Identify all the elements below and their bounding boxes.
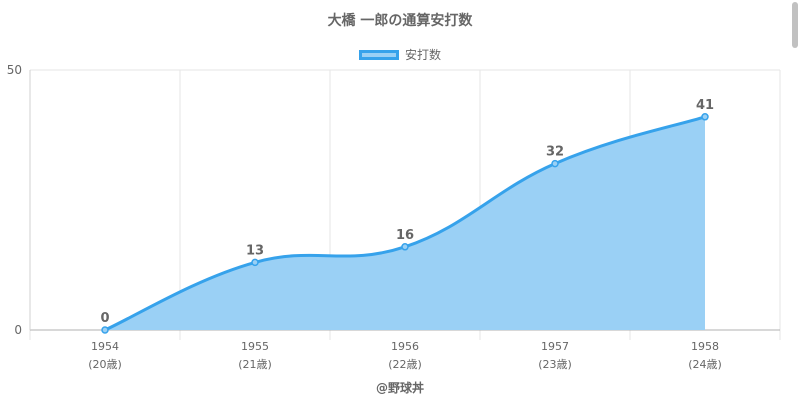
x-tick-label: 1955 — [241, 340, 269, 353]
data-label: 13 — [246, 243, 264, 258]
data-point — [401, 243, 409, 251]
data-label: 16 — [396, 228, 414, 243]
y-tick-label: 0 — [14, 323, 22, 337]
data-point — [701, 113, 709, 121]
x-tick-sublabel: (21歳) — [238, 358, 272, 371]
chart-title: 大橋 一郎の通算安打数 — [327, 13, 473, 29]
x-tick-sublabel: (24歳) — [688, 358, 722, 371]
credit-label: @野球丼 — [375, 381, 424, 395]
legend-swatch — [358, 49, 399, 60]
y-tick-label: 50 — [7, 63, 22, 77]
x-tick-sublabel: (23歳) — [538, 358, 572, 371]
data-label: 0 — [100, 311, 109, 326]
scrollbar[interactable] — [792, 2, 798, 48]
x-tick-label: 1958 — [691, 340, 719, 353]
legend-label: 安打数 — [404, 48, 441, 62]
series-area — [105, 116, 705, 330]
data-point — [251, 258, 259, 267]
x-tick-sublabel: (20歳) — [88, 358, 122, 371]
x-tick-label: 1957 — [541, 340, 569, 353]
data-point — [101, 326, 109, 334]
data-label: 41 — [696, 98, 714, 113]
data-point — [551, 159, 559, 168]
data-label: 32 — [546, 145, 564, 160]
x-tick-label: 1954 — [91, 340, 119, 353]
legend[interactable]: 安打数 — [0, 46, 800, 63]
x-tick-sublabel: (22歳) — [388, 358, 422, 371]
x-tick-label: 1956 — [391, 340, 419, 353]
